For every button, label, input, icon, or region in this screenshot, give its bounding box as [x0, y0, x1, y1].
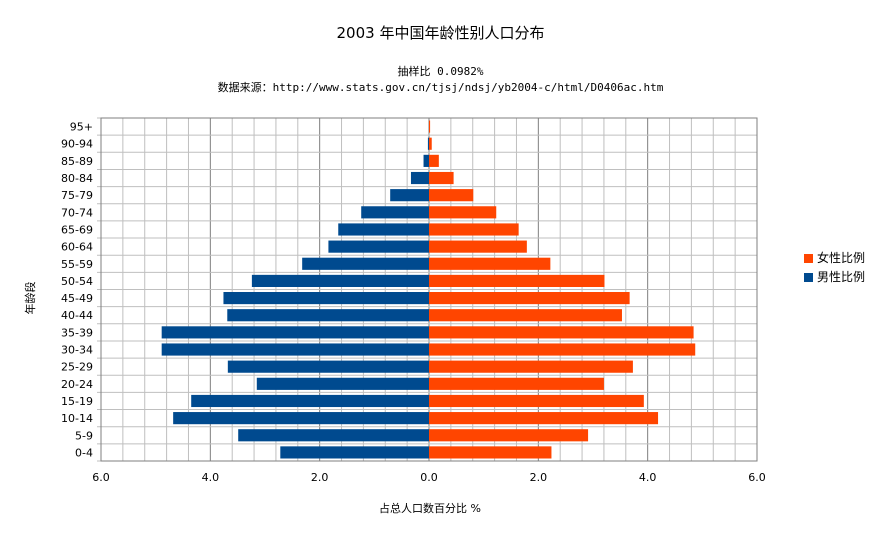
y-tick-label: 95+	[70, 121, 93, 134]
x-tick-label: 6.0	[748, 471, 766, 484]
y-tick-label: 80-84	[61, 172, 93, 185]
male-bar-85-89	[423, 154, 429, 167]
female-bar-20-24	[429, 377, 604, 390]
y-tick-label: 85-89	[61, 155, 93, 168]
x-tick-label: 4.0	[639, 471, 657, 484]
female-bar-85-89	[429, 154, 439, 167]
female-bar-80-84	[429, 171, 454, 185]
y-tick-label: 75-79	[61, 189, 93, 202]
chart-title: 2003 年中国年龄性别人口分布	[336, 24, 545, 42]
x-axis-label: 占总人口数百分比 %	[379, 502, 481, 515]
y-tick-label: 55-59	[61, 258, 93, 271]
male-bar-25-29	[227, 360, 429, 373]
male-bar-80-84	[410, 171, 429, 185]
y-tick-label: 90-94	[61, 138, 93, 151]
female-bar-30-34	[429, 343, 696, 356]
female-bar-55-59	[429, 257, 551, 270]
chart-subtitle-sample-ratio: 抽样比 0.0982%	[397, 65, 484, 78]
y-tick-label: 15-19	[61, 395, 93, 408]
female-bar-90-94	[429, 137, 432, 150]
x-tick-label: 2.0	[311, 471, 329, 484]
female-bar-35-39	[429, 326, 694, 339]
y-tick-label: 45-49	[61, 292, 93, 305]
y-tick-label: 70-74	[61, 206, 93, 219]
legend-label-male: 男性比例	[817, 270, 866, 284]
male-bar-50-54	[251, 274, 429, 287]
female-bar-0-4	[429, 446, 552, 459]
legend-swatch-female	[804, 254, 813, 263]
male-bar-15-19	[191, 394, 429, 408]
legend-label-female: 女性比例	[817, 251, 866, 265]
chart-axes: 95+ 90-94 85-89 80-84 75-79 70-74 65-69 60-64 55…	[61, 117, 766, 484]
y-axis-label: 年龄段	[24, 281, 37, 315]
y-tick-label: 5-9	[75, 429, 93, 442]
female-bar-40-44	[429, 309, 622, 322]
female-bar-10-14	[429, 412, 659, 425]
y-tick-label: 50-54	[61, 275, 93, 288]
y-tick-label: 20-24	[61, 378, 93, 391]
male-bar-20-24	[256, 377, 429, 390]
y-tick-label: 25-29	[61, 361, 93, 374]
x-tick-label: 2.0	[530, 471, 548, 484]
male-bar-40-44	[227, 309, 429, 322]
chart-subtitle-source: 数据来源：http://www.stats.gov.cn/tjsj/ndsj/y…	[217, 81, 664, 94]
male-bar-65-69	[338, 223, 429, 236]
y-tick-label: 0-4	[75, 446, 93, 459]
male-bar-90-94	[427, 137, 429, 150]
male-bar-55-59	[302, 257, 429, 270]
legend-swatch-male	[804, 273, 813, 282]
female-bar-65-69	[429, 223, 519, 236]
female-bar-75-79	[429, 189, 474, 202]
female-bar-45-49	[429, 292, 630, 305]
x-tick-label: 4.0	[202, 471, 220, 484]
female-bar-5-9	[429, 429, 589, 442]
y-tick-label: 35-39	[61, 326, 93, 339]
male-bar-75-79	[390, 189, 429, 202]
female-bar-15-19	[429, 394, 644, 408]
female-bar-60-64	[429, 240, 527, 253]
male-bar-45-49	[223, 292, 429, 305]
y-tick-label: 10-14	[61, 412, 93, 425]
y-tick-label: 40-44	[61, 309, 93, 322]
x-tick-label: 0.0	[420, 471, 438, 484]
male-bar-35-39	[161, 326, 429, 339]
male-bar-30-34	[161, 343, 429, 356]
chart-bars	[161, 120, 696, 459]
plot-frame	[100, 117, 758, 462]
male-bar-10-14	[173, 412, 429, 425]
female-bar-95+	[429, 120, 431, 133]
female-bar-25-29	[429, 360, 633, 373]
y-tick-label: 65-69	[61, 223, 93, 236]
legend-item-female: 女性比例	[804, 249, 865, 266]
male-bar-60-64	[328, 240, 429, 253]
x-tick-label: 6.0	[92, 471, 110, 484]
y-tick-label: 30-34	[61, 344, 93, 357]
chart-grid	[97, 117, 758, 462]
legend-item-male: 男性比例	[804, 268, 865, 285]
female-bar-50-54	[429, 274, 605, 287]
female-bar-70-74	[429, 206, 497, 219]
male-bar-0-4	[280, 446, 429, 459]
male-bar-5-9	[238, 429, 429, 442]
male-bar-70-74	[361, 206, 429, 219]
y-tick-label: 60-64	[61, 241, 93, 254]
